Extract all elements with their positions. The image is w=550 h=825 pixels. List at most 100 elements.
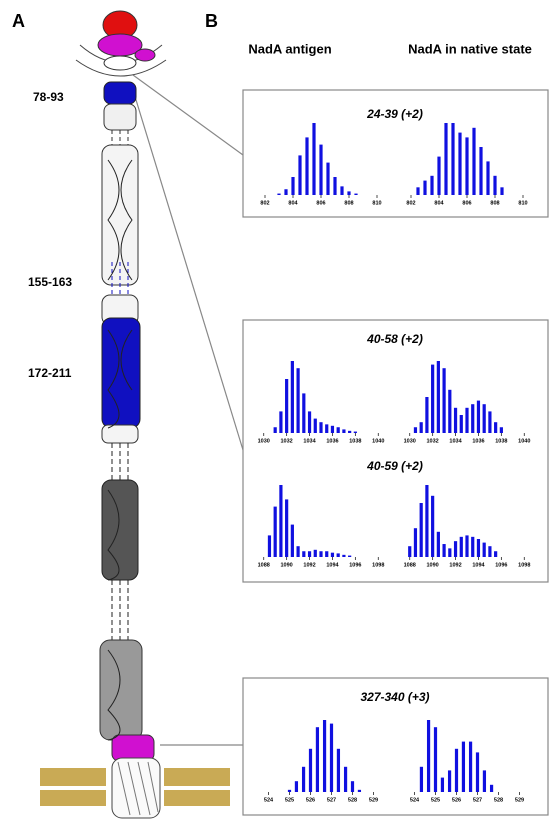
- bar: [342, 555, 345, 557]
- bar: [331, 553, 334, 557]
- bar: [308, 411, 311, 433]
- x-tick-label: 1092: [303, 562, 315, 568]
- bar: [288, 790, 291, 792]
- protein-structure: [40, 11, 230, 818]
- bar: [458, 133, 461, 195]
- bar: [337, 749, 340, 792]
- bar: [451, 123, 454, 195]
- bar: [442, 368, 445, 433]
- panel-label: B: [205, 11, 218, 31]
- x-tick-label: 528: [348, 797, 357, 803]
- membrane: [164, 790, 230, 806]
- bar: [477, 539, 480, 557]
- bar: [420, 503, 423, 557]
- membrane: [164, 768, 230, 786]
- x-tick-label: 1030: [404, 438, 416, 444]
- bar: [408, 546, 411, 557]
- bar: [358, 790, 361, 792]
- x-tick-label: 1096: [495, 562, 507, 568]
- bar: [477, 401, 480, 433]
- column-header: NadA in native state: [408, 41, 532, 56]
- x-tick-label: 1036: [472, 438, 484, 444]
- bar: [427, 720, 430, 792]
- bar: [423, 181, 426, 195]
- bar: [330, 724, 333, 792]
- membrane: [40, 768, 106, 786]
- chart-title: 40-58 (+2): [366, 332, 423, 346]
- bar: [302, 767, 305, 792]
- bar: [493, 176, 496, 195]
- bar: [279, 411, 282, 433]
- bar: [291, 361, 294, 433]
- bar: [462, 742, 465, 792]
- bar: [431, 496, 434, 557]
- bar: [454, 408, 457, 433]
- helix: [100, 640, 142, 740]
- bar: [460, 415, 463, 433]
- bar: [486, 161, 489, 195]
- bar: [490, 785, 493, 792]
- structure-label: 155-163: [28, 275, 72, 289]
- bar: [305, 137, 308, 195]
- bar: [291, 525, 294, 557]
- x-tick-label: 525: [431, 797, 440, 803]
- bar: [448, 548, 451, 557]
- bar: [284, 189, 287, 195]
- bar: [494, 551, 497, 557]
- bar: [448, 390, 451, 433]
- x-tick-label: 527: [473, 797, 482, 803]
- bar: [323, 720, 326, 792]
- x-tick-label: 529: [515, 797, 524, 803]
- panel-label: A: [12, 11, 25, 31]
- bar: [414, 528, 417, 557]
- x-tick-label: 810: [518, 200, 527, 206]
- bar: [337, 553, 340, 557]
- bar: [425, 485, 428, 557]
- bar: [500, 427, 503, 433]
- bar: [314, 419, 317, 433]
- helix: [104, 104, 136, 130]
- x-tick-label: 1094: [472, 562, 485, 568]
- bar: [325, 424, 328, 433]
- x-tick-label: 808: [344, 200, 353, 206]
- bar: [279, 485, 282, 557]
- structure-label: 78-93: [33, 90, 64, 104]
- bar: [455, 749, 458, 792]
- bar: [326, 163, 329, 195]
- bar: [308, 551, 311, 557]
- bar: [348, 431, 351, 433]
- bar: [285, 379, 288, 433]
- bar: [342, 429, 345, 433]
- x-tick-label: 1032: [281, 438, 293, 444]
- bar: [295, 781, 298, 792]
- head-domain: [135, 49, 155, 61]
- chart-title: 24-39 (+2): [366, 107, 423, 121]
- x-tick-label: 1032: [427, 438, 439, 444]
- bar: [472, 128, 475, 195]
- bar: [471, 404, 474, 433]
- x-tick-label: 806: [316, 200, 325, 206]
- bar: [479, 147, 482, 195]
- head-domain: [104, 56, 136, 70]
- bar: [333, 177, 336, 195]
- x-tick-label: 1088: [404, 562, 416, 568]
- bar: [325, 551, 328, 557]
- x-tick-label: 1098: [518, 562, 530, 568]
- bar: [442, 544, 445, 557]
- bar: [441, 778, 444, 792]
- bar: [331, 426, 334, 433]
- bar: [277, 194, 280, 195]
- structure-label: 172-211: [28, 366, 72, 380]
- linker: [112, 130, 128, 145]
- x-tick-label: 806: [462, 200, 471, 206]
- x-tick-label: 1094: [326, 562, 339, 568]
- x-tick-label: 524: [264, 797, 274, 803]
- bar: [316, 727, 319, 792]
- x-tick-label: 1034: [303, 438, 316, 444]
- x-tick-label: 529: [369, 797, 378, 803]
- panel-boxes: [133, 75, 548, 815]
- bar: [309, 749, 312, 792]
- chart-title: 40-59 (+2): [366, 459, 423, 473]
- bar: [494, 422, 497, 433]
- column-header: NadA antigen: [248, 41, 331, 56]
